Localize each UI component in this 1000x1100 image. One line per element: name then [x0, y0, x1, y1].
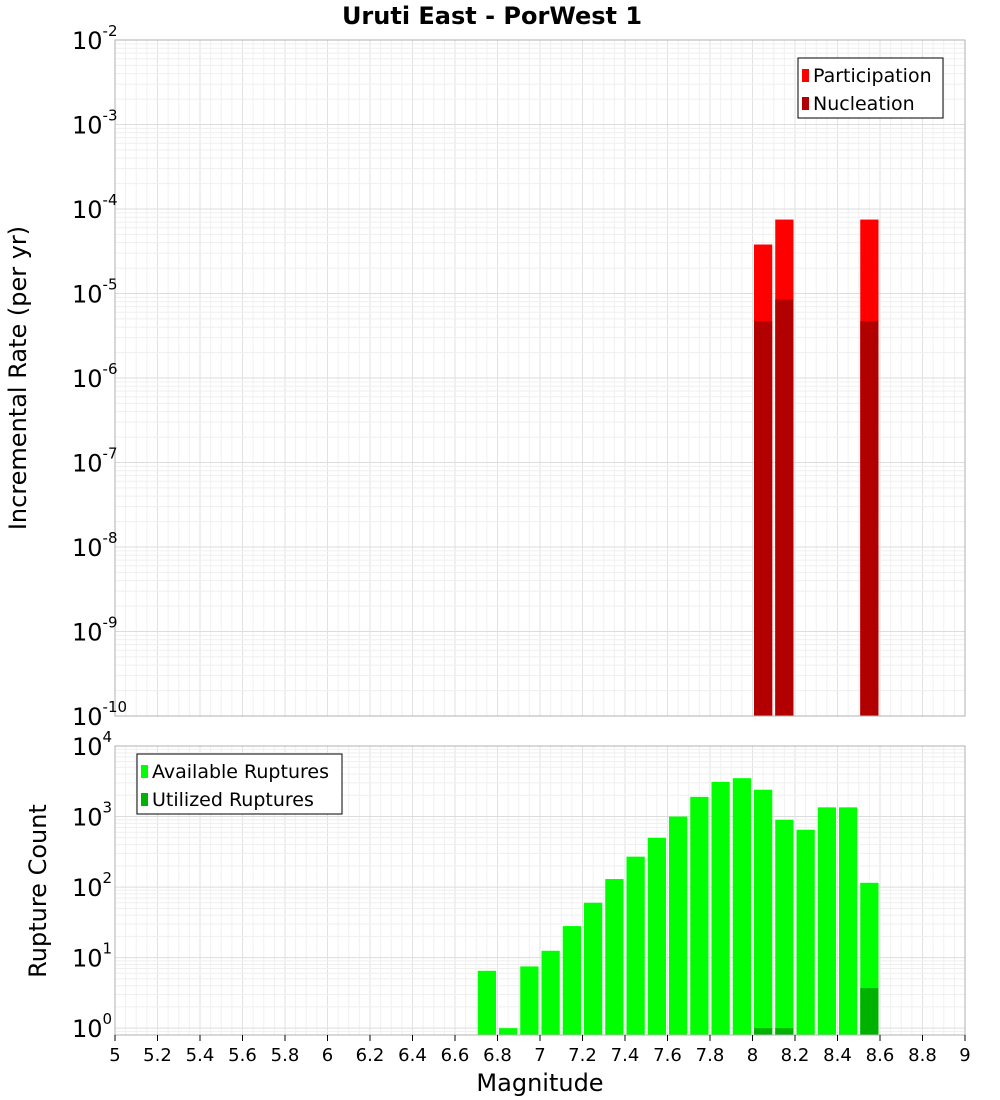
x-tick-label: 5	[109, 1045, 120, 1066]
bar	[711, 781, 730, 1035]
y-tick-label: 10-6	[72, 360, 118, 393]
bar	[775, 1028, 794, 1035]
legend-label: Participation	[813, 65, 932, 87]
x-tick-label: 8.6	[866, 1045, 895, 1066]
bar	[775, 299, 794, 716]
legend: Participation Nucleation	[797, 57, 944, 119]
legend-swatch	[141, 793, 148, 806]
x-tick-label: 7.8	[696, 1045, 725, 1066]
x-tick-label: 5.6	[228, 1045, 257, 1066]
legend-swatch	[802, 69, 809, 82]
bar	[839, 807, 858, 1035]
x-tick-label: 9	[959, 1045, 970, 1066]
x-tick-label: 7	[534, 1045, 545, 1066]
bar	[754, 1028, 773, 1035]
legend-swatch	[802, 97, 809, 110]
series-nucleation	[754, 299, 879, 716]
plot-border	[114, 39, 966, 717]
bar	[584, 902, 603, 1035]
legend-box	[797, 57, 944, 119]
y-tick-label: 101	[72, 940, 112, 973]
x-tick-label: 7.6	[653, 1045, 682, 1066]
y-axis-label: Incremental Rate (per yr)	[4, 226, 32, 530]
x-tick-label: 6.8	[483, 1045, 512, 1066]
bar	[626, 856, 645, 1035]
y-tick-label: 10-2	[72, 22, 118, 55]
bar	[605, 879, 624, 1035]
y-tick-label: 10-10	[72, 698, 127, 731]
bar	[796, 829, 815, 1035]
x-tick-label: 6.2	[356, 1045, 385, 1066]
top-panel: 10-10 10-9 10-8 10-7 10-6 10-5 10-4 10-3 10-2 Inc…	[4, 22, 966, 731]
bar	[477, 970, 496, 1035]
x-tick-label: 6.4	[398, 1045, 427, 1066]
y-tick-label: 10-8	[72, 529, 118, 562]
y-tick-label: 104	[72, 728, 112, 761]
grid	[114, 39, 966, 717]
bar	[562, 926, 581, 1035]
y-tick-label: 10-9	[72, 614, 118, 647]
y-tick-label: 10-3	[72, 107, 118, 140]
bar	[690, 796, 709, 1035]
x-tick-label: 6	[322, 1045, 333, 1066]
x-tick-label: 8.2	[781, 1045, 810, 1066]
bar	[754, 321, 773, 716]
x-axis: 5 5.2 5.4 5.6 5.8 6 6.2 6.4 6.6 6.8 7 7.2 7.4 7.6 7.8 8…	[109, 1035, 971, 1066]
y-axis-label: Rupture Count	[24, 804, 52, 978]
bar	[754, 789, 773, 1035]
x-tick-label: 8.8	[908, 1045, 937, 1066]
x-tick-label: 8	[747, 1045, 758, 1066]
legend-label: Nucleation	[813, 93, 915, 115]
bottom-panel: 100 101 102 103 104 Rupture Count Available Ru…	[24, 728, 966, 1043]
x-tick-label: 5.4	[186, 1045, 215, 1066]
x-tick-label: 6.6	[441, 1045, 470, 1066]
bar	[669, 816, 688, 1035]
legend-label: Utilized Ruptures	[152, 789, 314, 811]
legend-swatch	[141, 765, 148, 778]
legend-label: Available Ruptures	[152, 761, 329, 783]
bar	[817, 807, 836, 1035]
y-tick-label: 102	[72, 869, 112, 902]
bar	[520, 966, 539, 1035]
series-utilized-ruptures	[754, 988, 879, 1035]
bar	[860, 321, 879, 716]
bar	[775, 819, 794, 1035]
x-tick-label: 5.2	[143, 1045, 172, 1066]
bar	[860, 988, 879, 1035]
chart-title: Uruti East - PorWest 1	[342, 2, 642, 30]
series-available-ruptures	[477, 778, 879, 1035]
bar	[541, 950, 560, 1035]
legend: Available Ruptures Utilized Ruptures	[136, 753, 343, 815]
y-tick-label: 100	[72, 1010, 112, 1043]
legend-box	[136, 753, 343, 815]
y-ticks: 10-10 10-9 10-8 10-7 10-6 10-5 10-4 10-3 10-2	[72, 22, 127, 731]
y-ticks: 100 101 102 103 104	[72, 728, 112, 1043]
y-tick-label: 103	[72, 799, 112, 832]
y-tick-label: 10-5	[72, 276, 118, 309]
bar	[499, 1028, 518, 1035]
y-tick-label: 10-7	[72, 445, 118, 478]
bar	[732, 778, 751, 1035]
x-tick-label: 5.8	[271, 1045, 300, 1066]
x-tick-label: 8.4	[823, 1045, 852, 1066]
x-tick-label: 7.2	[568, 1045, 597, 1066]
y-tick-label: 10-4	[72, 191, 118, 224]
x-tick-label: 7.4	[611, 1045, 640, 1066]
x-axis-label: Magnitude	[476, 1069, 603, 1097]
bar	[647, 837, 666, 1035]
